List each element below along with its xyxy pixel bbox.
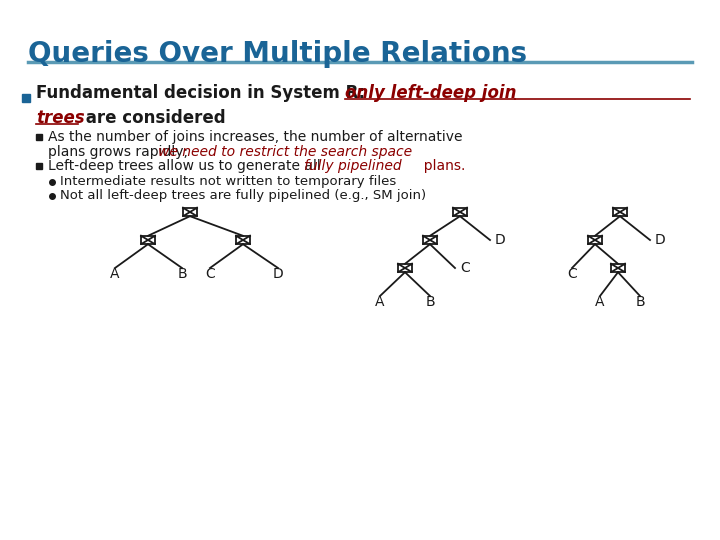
Text: A: A [595, 295, 605, 309]
Text: D: D [655, 233, 666, 247]
Text: B: B [426, 295, 435, 309]
Text: Intermediate results not written to temporary files: Intermediate results not written to temp… [60, 176, 396, 188]
Text: are considered: are considered [80, 109, 225, 127]
Text: we need to restrict the search space: we need to restrict the search space [158, 145, 412, 159]
Bar [36, 163, 42, 169]
Text: A: A [375, 295, 384, 309]
Text: B: B [635, 295, 645, 309]
Text: D: D [273, 267, 284, 281]
Text: C: C [205, 267, 215, 281]
Text: plans grows rapidly;: plans grows rapidly; [48, 145, 192, 159]
Text: fully pipelined: fully pipelined [304, 159, 402, 173]
Text: Not all left-deep trees are fully pipelined (e.g., SM join): Not all left-deep trees are fully pipeli… [60, 190, 426, 202]
Text: As the number of joins increases, the number of alternative: As the number of joins increases, the nu… [48, 130, 462, 144]
Text: B: B [177, 267, 186, 281]
Text: trees: trees [36, 109, 85, 127]
Text: Queries Over Multiple Relations: Queries Over Multiple Relations [28, 40, 527, 68]
Text: C: C [567, 267, 577, 281]
Text: D: D [495, 233, 505, 247]
Text: Fundamental decision in System R:: Fundamental decision in System R: [36, 84, 377, 102]
Text: A: A [110, 267, 120, 281]
Bar [36, 134, 42, 140]
Bar [22, 94, 30, 102]
Text: Left-deep trees allow us to generate all: Left-deep trees allow us to generate all [48, 159, 325, 173]
Text: only left-deep join: only left-deep join [345, 84, 516, 102]
Text: C: C [460, 261, 469, 275]
Text: plans.: plans. [415, 159, 465, 173]
